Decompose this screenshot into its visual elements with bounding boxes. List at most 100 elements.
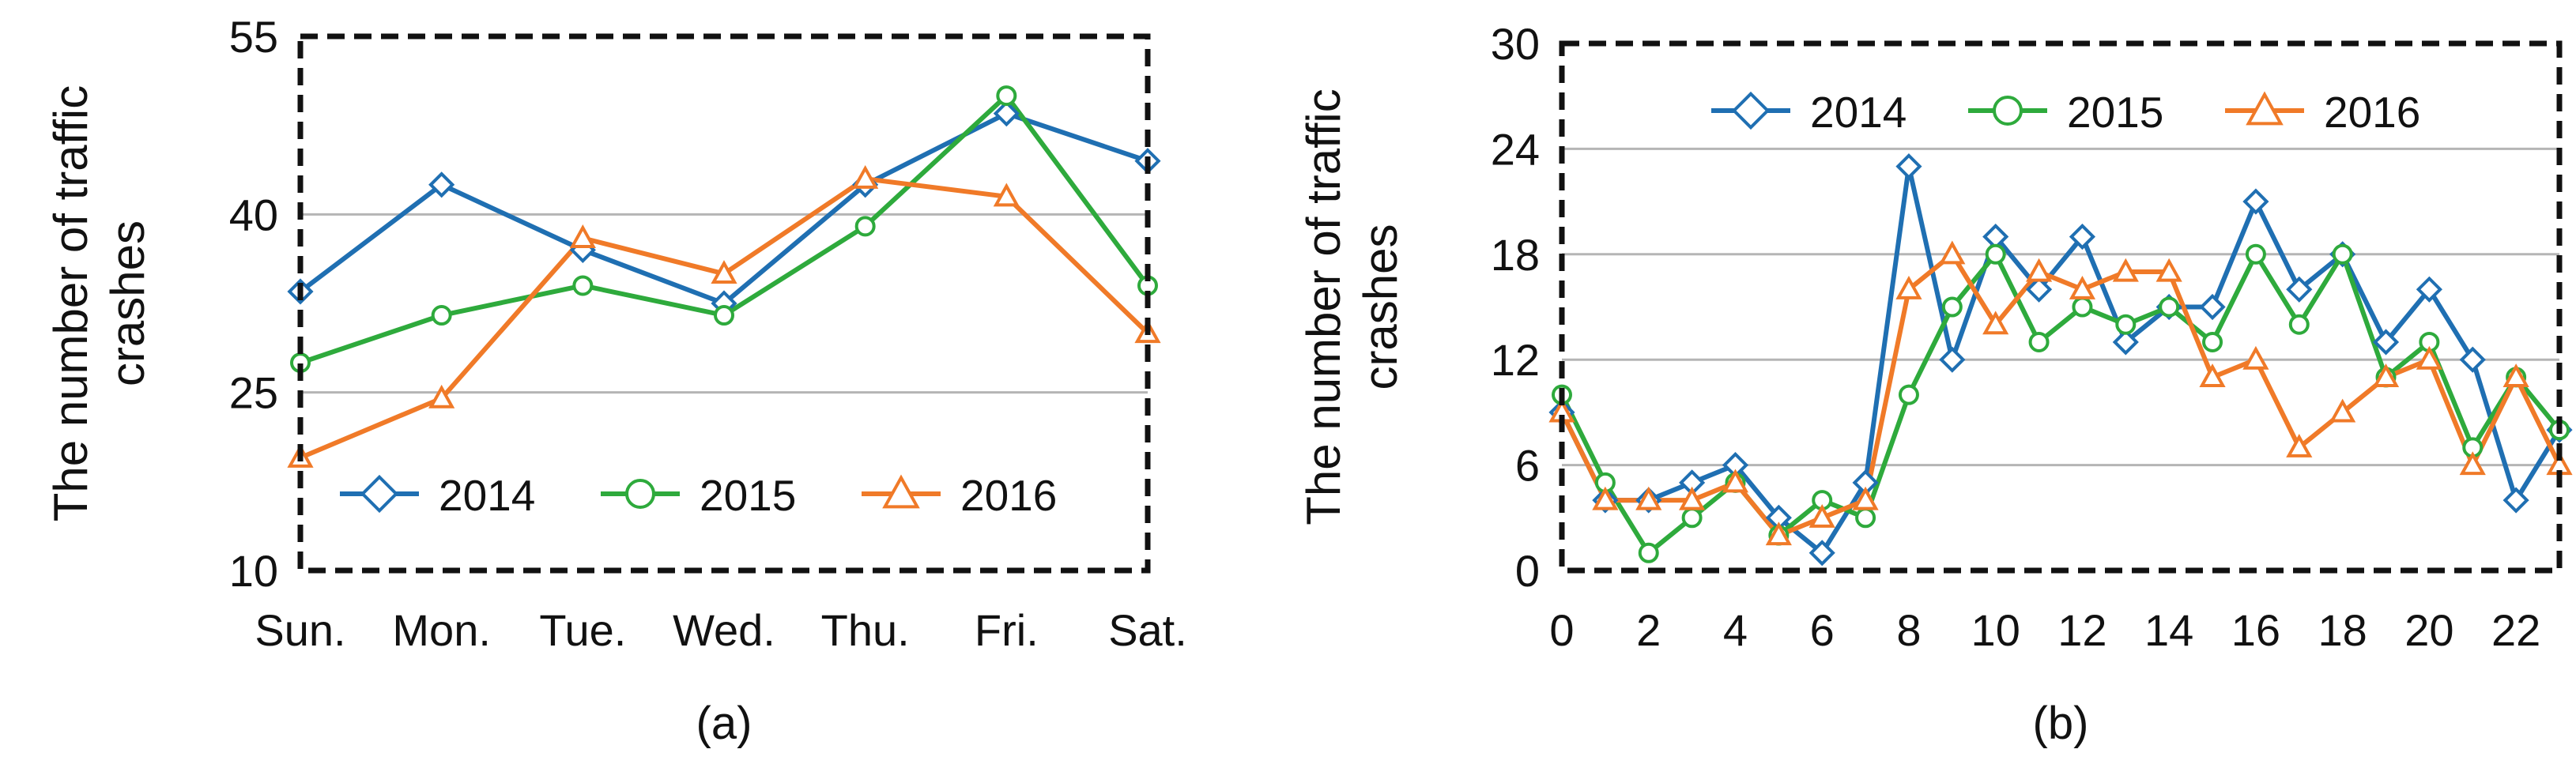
data-point-2016	[1679, 486, 1706, 510]
data-point-2015	[2288, 314, 2310, 335]
x-tick-label: 16	[2231, 605, 2280, 655]
data-point-2016	[2416, 345, 2442, 370]
data-point-2014	[428, 171, 455, 198]
data-point-2016	[1635, 486, 1662, 510]
data-point-2016	[993, 183, 1020, 207]
data-point-2016	[1895, 275, 1922, 299]
data-point-2015	[1855, 507, 1876, 529]
data-point-2014	[2242, 188, 2269, 215]
series-line-2016	[1560, 251, 2562, 538]
legend-label-2015: 2015	[700, 471, 796, 520]
data-point-2015	[431, 305, 452, 326]
y-axis-label: The number of trafficcrashes	[44, 85, 154, 521]
y-axis-label-line: crashes	[101, 220, 154, 386]
data-point-2015	[2202, 331, 2223, 352]
data-point-2016	[2242, 345, 2269, 370]
y-axis-label-line: The number of traffic	[1297, 88, 1350, 525]
data-point-2015	[854, 216, 876, 237]
x-tick-label: 6	[1810, 605, 1835, 655]
y-tick-label: 55	[229, 12, 278, 62]
data-point-2016	[2155, 258, 2182, 282]
data-point-2016	[852, 164, 879, 189]
y-tick-label: 24	[1491, 124, 1540, 174]
legend-marker-2016	[882, 474, 920, 509]
data-point-2014	[2416, 276, 2442, 303]
data-point-2015	[2159, 296, 2180, 318]
x-tick-label: Wed.	[673, 605, 775, 655]
data-point-2014	[2199, 293, 2226, 321]
x-tick-label: 20	[2404, 605, 2453, 655]
data-point-2016	[2286, 434, 2313, 457]
y-tick-label: 0	[1515, 546, 1540, 596]
y-tick-label: 30	[1491, 19, 1540, 69]
data-point-2016	[1939, 240, 1966, 265]
y-tick-label: 25	[229, 368, 278, 418]
data-point-2014	[1939, 346, 1966, 373]
data-point-2016	[1722, 469, 1749, 493]
data-point-2015	[1985, 243, 2006, 265]
data-point-2015	[572, 275, 594, 296]
data-point-2015	[2332, 243, 2353, 265]
legend-marker-2014	[360, 474, 399, 514]
data-point-2016	[1852, 486, 1879, 510]
data-point-2016	[2502, 363, 2529, 387]
data-point-2014	[2502, 487, 2529, 514]
legend-label-2014: 2014	[1810, 88, 1907, 137]
data-point-2016	[569, 224, 596, 248]
data-point-2015	[1681, 507, 1703, 529]
x-tick-label: 4	[1723, 605, 1748, 655]
data-point-2016	[2459, 451, 2486, 476]
x-tick-label: 18	[2318, 605, 2367, 655]
legend-marker-2014	[1731, 91, 1771, 130]
data-point-2014	[2372, 329, 2400, 356]
x-tick-label: Thu.	[821, 605, 910, 655]
data-point-2016	[2372, 363, 2400, 387]
data-point-2014	[2112, 329, 2139, 356]
data-point-2016	[2025, 258, 2053, 282]
data-point-2015	[2115, 314, 2137, 335]
data-point-2016	[2069, 275, 2096, 299]
data-point-2016	[2199, 363, 2226, 387]
data-point-2015	[996, 85, 1017, 107]
data-point-2015	[2072, 296, 2093, 318]
legend-marker-2016	[2246, 91, 2284, 126]
plot-frame	[1559, 40, 2563, 574]
data-point-2016	[1592, 486, 1619, 510]
legend: 2014 2015 2016	[1711, 88, 2420, 137]
x-tick-label: 12	[2057, 605, 2106, 655]
legend: 2014 2015 2016	[340, 471, 1057, 520]
x-tick-label: 22	[2491, 605, 2540, 655]
panel-caption: (a)	[696, 698, 752, 749]
legend-label-2015: 2015	[2067, 88, 2163, 137]
data-point-2014	[2459, 346, 2486, 373]
x-tick-label: 0	[1549, 605, 1574, 655]
y-axis-label-line: crashes	[1354, 224, 1407, 390]
y-axis-label: The number of trafficcrashes	[1297, 88, 1407, 525]
y-axis-label-line: The number of traffic	[44, 85, 97, 521]
x-tick-label: 2	[1636, 605, 1661, 655]
y-tick-label: 12	[1491, 335, 1540, 385]
data-point-2016	[2329, 398, 2356, 423]
plot-frame	[297, 33, 1151, 574]
x-tick-label: Tue.	[539, 605, 626, 655]
data-point-2014	[2286, 276, 2313, 303]
data-point-2014	[1895, 153, 1922, 180]
data-point-2014	[2069, 223, 2096, 250]
legend-label-2014: 2014	[439, 471, 535, 520]
data-point-2015	[2028, 331, 2050, 352]
x-tick-label: Sun.	[255, 605, 345, 655]
data-point-2016	[428, 384, 455, 408]
legend-label-2016: 2016	[960, 471, 1057, 520]
y-tick-label: 18	[1491, 230, 1540, 280]
x-tick-label: Mon.	[392, 605, 491, 655]
data-point-2015	[714, 305, 734, 326]
x-tick-label: 8	[1896, 605, 1921, 655]
legend-marker-2015	[1993, 96, 2023, 126]
x-tick-label: 14	[2144, 605, 2193, 655]
x-tick-label: Fri.	[975, 605, 1039, 655]
legend-marker-2015	[625, 479, 655, 509]
x-tick-label: Sat.	[1108, 605, 1187, 655]
